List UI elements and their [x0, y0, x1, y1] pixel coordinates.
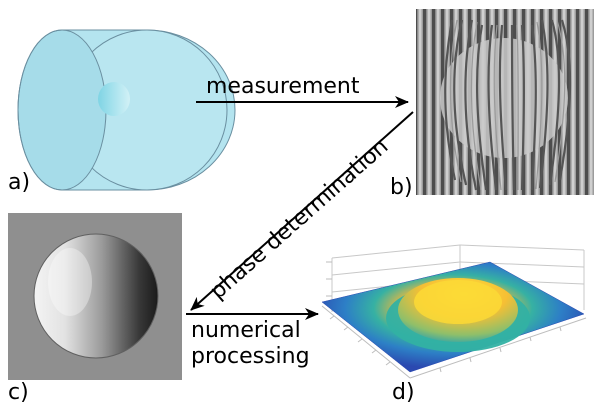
arrow-phase-determination	[190, 111, 414, 311]
arrow-numerical-label-line2: processing	[191, 344, 310, 369]
hemisphere	[33, 233, 159, 359]
panel-c-label: c)	[8, 380, 29, 405]
panel-d-label: d)	[392, 380, 415, 405]
panel-b-label: b)	[390, 175, 413, 200]
panel-a-label: a)	[8, 170, 31, 195]
arrow-numerical-label-line1: numerical	[191, 318, 301, 343]
panel-c-phase-image	[8, 213, 182, 380]
arrow-measurement-label: measurement	[206, 74, 360, 99]
disk-bump	[98, 82, 130, 116]
arrow-phase-label: phase determination	[205, 134, 393, 304]
panel-d-surface-plot	[321, 244, 587, 379]
panel-a-disk	[17, 29, 236, 191]
panel-b-interferogram	[416, 9, 594, 195]
disk-back-face	[17, 29, 107, 191]
